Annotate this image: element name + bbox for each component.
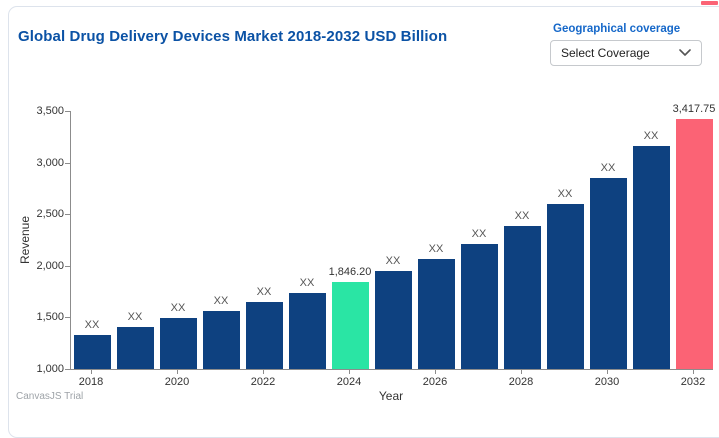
- y-tick-label: 3,000: [36, 156, 64, 169]
- bar-2025[interactable]: [374, 271, 412, 369]
- x-tick-mark: [435, 370, 436, 374]
- chevron-down-icon: [679, 49, 691, 57]
- x-tick-label: 2024: [336, 376, 362, 388]
- y-tick-mark: [65, 163, 70, 164]
- y-tick-mark: [65, 369, 70, 370]
- x-tick-mark: [177, 370, 178, 374]
- bar-2021[interactable]: [202, 311, 240, 369]
- y-tick-label: 1,000: [36, 363, 64, 375]
- y-tick-mark: [65, 214, 70, 215]
- x-tick-label: 2030: [594, 376, 620, 388]
- bar-value-label-2020: XX: [170, 302, 186, 314]
- x-tick-label: 2020: [164, 376, 190, 388]
- bar-2030[interactable]: [589, 178, 627, 369]
- y-tick-label: 3,500: [36, 105, 64, 117]
- bar-value-label-2021: XX: [213, 295, 229, 307]
- x-axis-title: Year: [378, 389, 404, 403]
- bar-value-label-2024: 1,846.20: [328, 266, 372, 278]
- x-tick-label: 2022: [250, 376, 276, 388]
- bar-value-label-2023: XX: [299, 277, 315, 289]
- bar-2019[interactable]: [116, 327, 154, 369]
- y-tick-label: 2,500: [36, 208, 64, 221]
- bar-2027[interactable]: [460, 244, 498, 369]
- bar-2029[interactable]: [546, 204, 584, 369]
- x-tick-label: 2026: [422, 376, 448, 388]
- bar-2026[interactable]: [417, 259, 455, 369]
- coverage-select[interactable]: Select Coverage: [550, 40, 702, 66]
- top-right-pink-fragment: [701, 1, 718, 5]
- x-tick-label: 2018: [78, 376, 104, 388]
- bar-2031[interactable]: [632, 146, 670, 369]
- bar-value-label-2022: XX: [256, 286, 272, 298]
- coverage-select-value: Select Coverage: [561, 46, 650, 60]
- bar-value-label-2026: XX: [428, 243, 444, 255]
- y-tick-mark: [65, 111, 70, 112]
- x-tick-mark: [91, 370, 92, 374]
- x-tick-mark: [349, 370, 350, 374]
- page-title: Global Drug Delivery Devices Market 2018…: [18, 28, 448, 45]
- x-tick-mark: [693, 370, 694, 374]
- bar-value-label-2030: XX: [600, 162, 616, 174]
- bar-value-label-2031: XX: [643, 130, 659, 142]
- y-axis-title: Revenue: [18, 215, 32, 265]
- bar-2032[interactable]: [675, 119, 713, 369]
- x-tick-mark: [263, 370, 264, 374]
- bar-value-label-2019: XX: [127, 311, 143, 323]
- x-tick-mark: [521, 370, 522, 374]
- bar-value-label-2029: XX: [557, 188, 573, 200]
- bar-value-label-2027: XX: [471, 228, 487, 240]
- x-tick-label: 2032: [680, 376, 706, 388]
- y-tick-label: 1,500: [36, 311, 64, 324]
- bar-value-label-2025: XX: [385, 255, 401, 267]
- bar-2018[interactable]: [73, 335, 111, 369]
- x-tick-label: 2028: [508, 376, 534, 388]
- bar-2028[interactable]: [503, 226, 541, 369]
- coverage-label: Geographical coverage: [553, 23, 681, 35]
- watermark: CanvasJS Trial: [16, 391, 84, 402]
- bar-2022[interactable]: [245, 302, 283, 369]
- bar-value-label-2028: XX: [514, 210, 530, 222]
- bar-value-label-2018: XX: [84, 319, 100, 331]
- y-tick-mark: [65, 317, 70, 318]
- bar-value-label-2032: 3,417.75: [672, 103, 716, 115]
- y-tick-label: 2,000: [36, 259, 64, 272]
- x-tick-mark: [607, 370, 608, 374]
- bar-2023[interactable]: [288, 293, 326, 369]
- plot-area: XX XX XX XX XX XX 1,846.20 XX XX XX XX XX XX XX 3,417.…: [70, 103, 715, 370]
- bar-2020[interactable]: [159, 318, 197, 369]
- bar-2024[interactable]: [331, 282, 369, 369]
- y-tick-mark: [65, 266, 70, 267]
